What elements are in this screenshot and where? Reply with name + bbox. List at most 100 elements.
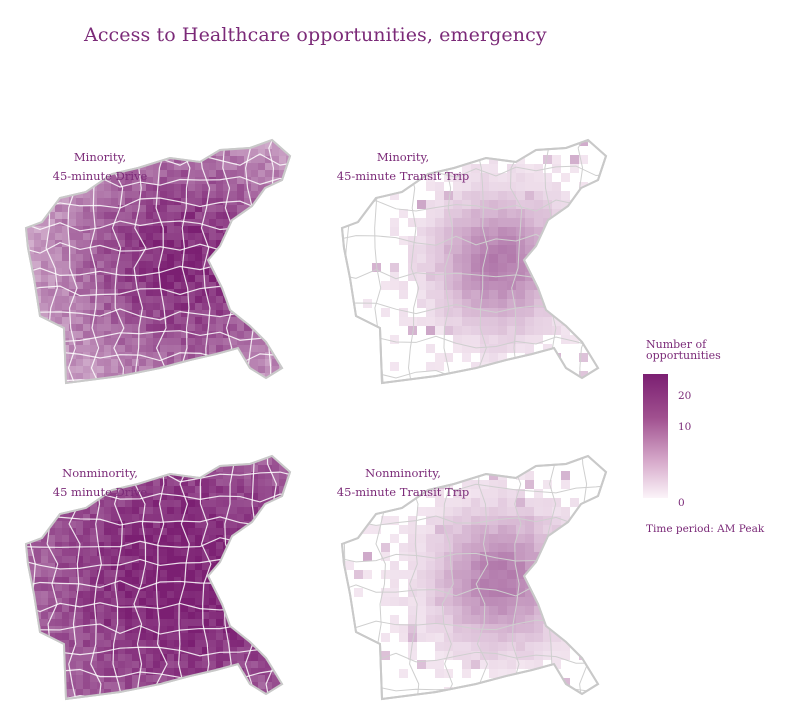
map-cell [444, 579, 453, 588]
map-cell [174, 458, 181, 465]
map-cell [237, 289, 244, 296]
map-cell [251, 317, 258, 324]
map-cell [181, 198, 188, 205]
map-cell [97, 542, 104, 549]
map-cell [272, 289, 279, 296]
map-cell [293, 703, 300, 704]
map-cell [69, 254, 76, 261]
map-cell [34, 170, 41, 177]
map-cell [223, 591, 230, 598]
map-cell [462, 191, 471, 200]
map-cell [426, 507, 435, 516]
map-cell [195, 212, 202, 219]
map-cell [76, 198, 83, 205]
map-cell [118, 205, 125, 212]
map-cell [489, 597, 498, 606]
map-cell [202, 703, 209, 704]
map-cell [244, 352, 251, 359]
map-cell [104, 493, 111, 500]
map-cell [597, 272, 606, 281]
map-cell [507, 606, 516, 615]
map-cell [552, 263, 561, 272]
map-cell [139, 444, 146, 451]
map-cell [34, 654, 41, 661]
map-cell [223, 444, 230, 451]
map-cell [139, 128, 146, 135]
map-cell [237, 500, 244, 507]
map-cell [125, 675, 132, 682]
map-cell [41, 205, 48, 212]
map-cell [174, 296, 181, 303]
map-cell [543, 561, 552, 570]
map-cell [272, 647, 279, 654]
map-cell [195, 140, 202, 142]
map-cell [286, 170, 290, 177]
map-cell [399, 624, 408, 633]
map-cell [69, 219, 76, 226]
map-cell [125, 456, 132, 458]
map-cell [570, 254, 579, 263]
map-cell [272, 282, 279, 289]
map-cell [209, 514, 216, 521]
map-cell [534, 362, 543, 371]
map-cell [125, 275, 132, 282]
map-cell [125, 584, 132, 591]
map-cell [27, 654, 34, 661]
map-cell [561, 245, 570, 254]
map-cell [202, 640, 209, 647]
map-cell [146, 140, 153, 142]
map-cell [90, 352, 97, 359]
map-cell [561, 624, 570, 633]
map-cell [41, 465, 48, 472]
town-boundary-line [133, 140, 147, 383]
map-cell [417, 534, 426, 543]
map-cell [258, 163, 265, 170]
map-cell [251, 612, 258, 619]
map-cell [34, 149, 41, 156]
map-cell [462, 182, 471, 191]
map-cell [265, 331, 272, 338]
map-cell [525, 344, 534, 353]
map-cell [26, 682, 27, 689]
map-cell [279, 373, 286, 380]
map-cell [97, 289, 104, 296]
map-cell [244, 591, 251, 598]
panel-label-line-2: 45-minute Transit Trip [336, 485, 470, 499]
map-cell [417, 561, 426, 570]
map-cell [489, 209, 498, 218]
map-cell [265, 598, 272, 605]
map-cell [34, 472, 41, 479]
map-cell [167, 142, 174, 149]
map-cell [90, 268, 97, 275]
map-cell [62, 584, 69, 591]
map-cell [34, 140, 41, 142]
map-cell [265, 198, 272, 205]
map-cell [153, 500, 160, 507]
map-cell [408, 263, 417, 272]
map-cell [251, 156, 258, 163]
map-cell [216, 128, 223, 135]
map-cell [426, 218, 435, 227]
map-cell [286, 682, 290, 689]
map-cell [104, 633, 111, 640]
map-cell [435, 290, 444, 299]
map-cell [181, 465, 188, 472]
town-boundary-line [155, 456, 168, 699]
map-cell [69, 626, 76, 633]
map-cell [498, 570, 507, 579]
map-cell [489, 245, 498, 254]
map-cell [293, 233, 300, 240]
map-cell [272, 612, 279, 619]
map-cell [265, 163, 272, 170]
map-cell [230, 317, 237, 324]
map-cell [453, 696, 462, 699]
map-cell [41, 556, 48, 563]
map-cell [41, 289, 48, 296]
map-cell [265, 577, 272, 584]
map-cell [62, 226, 69, 233]
map-cell [139, 261, 146, 268]
map-cell [286, 128, 293, 135]
map-cell [55, 296, 62, 303]
map-cell [293, 324, 300, 331]
map-cell [167, 528, 174, 535]
